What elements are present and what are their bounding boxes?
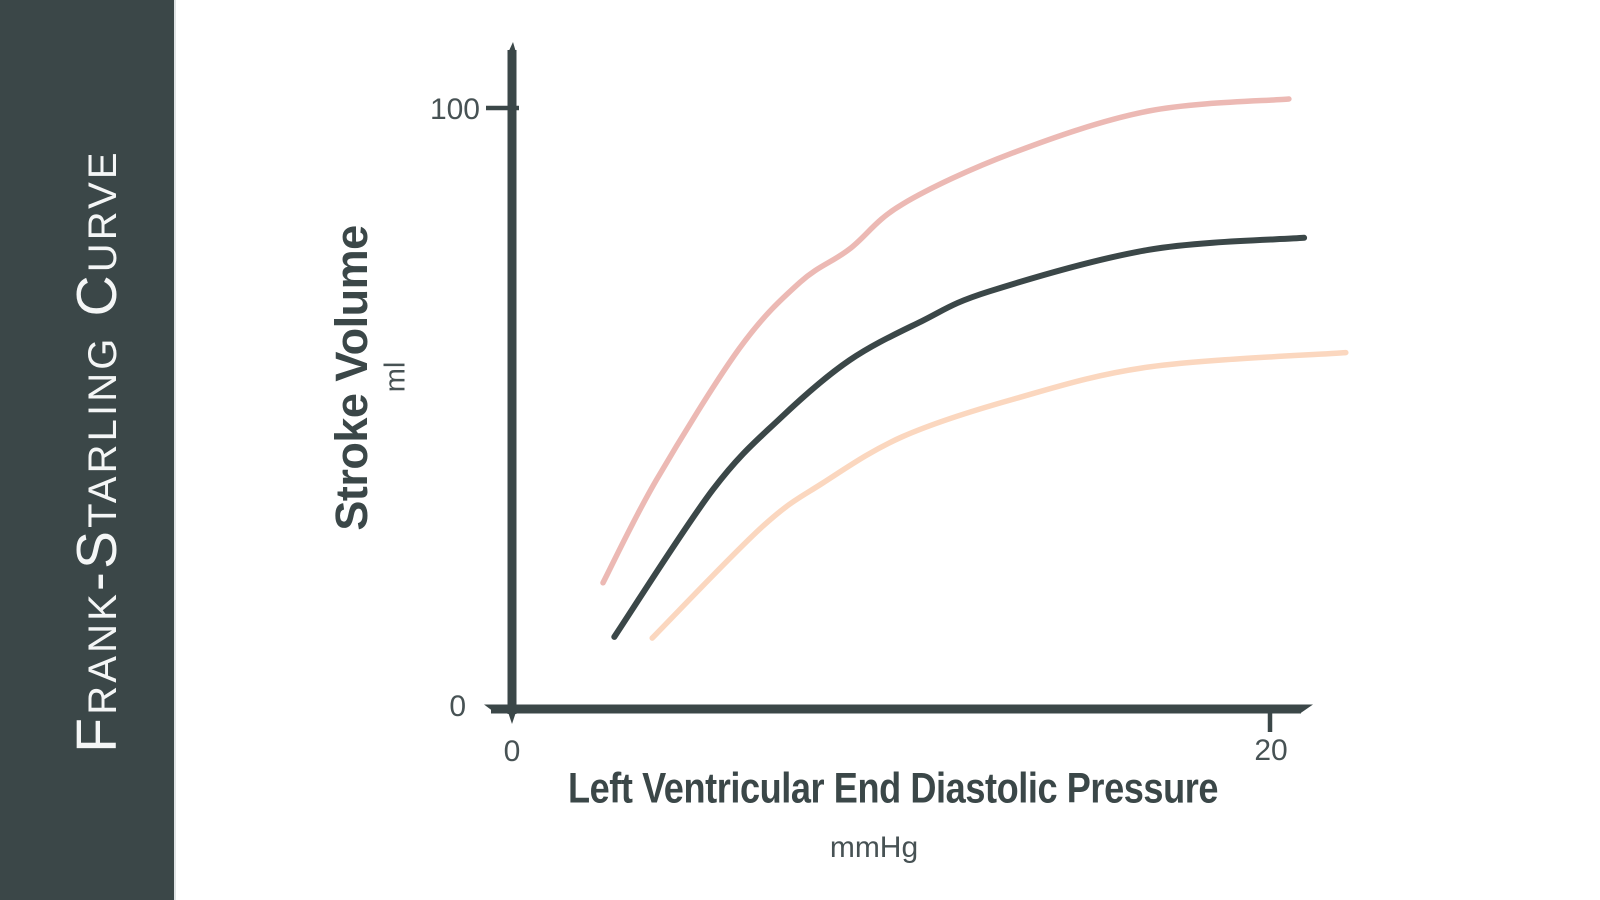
x-tick-label-0: 0 <box>503 735 521 768</box>
x-axis-right-taper <box>1300 704 1313 714</box>
y-axis-title: Stroke Volume <box>326 225 377 531</box>
y-axis-unit: ml <box>379 361 412 393</box>
y-tick-label-0: 0 <box>449 690 466 723</box>
lower-curve-decreased-performance <box>649 349 1349 641</box>
y-axis-bottom-tip <box>508 712 516 724</box>
x-axis-unit: mmHg <box>829 831 919 864</box>
x-axis-title: Left Ventricular End Diastolic Pressure <box>567 764 1219 813</box>
sidebar: Frank-Starling Curve <box>0 0 176 900</box>
x-tick-label-20: 20 <box>1254 734 1288 767</box>
x-axis-left-taper <box>484 704 496 714</box>
y-tick-label-100: 100 <box>429 93 480 126</box>
axes <box>484 42 1313 732</box>
upper-curve-increased-performance <box>600 96 1292 586</box>
middle-curve-normal <box>611 234 1308 640</box>
y-axis-top-taper <box>507 42 517 54</box>
